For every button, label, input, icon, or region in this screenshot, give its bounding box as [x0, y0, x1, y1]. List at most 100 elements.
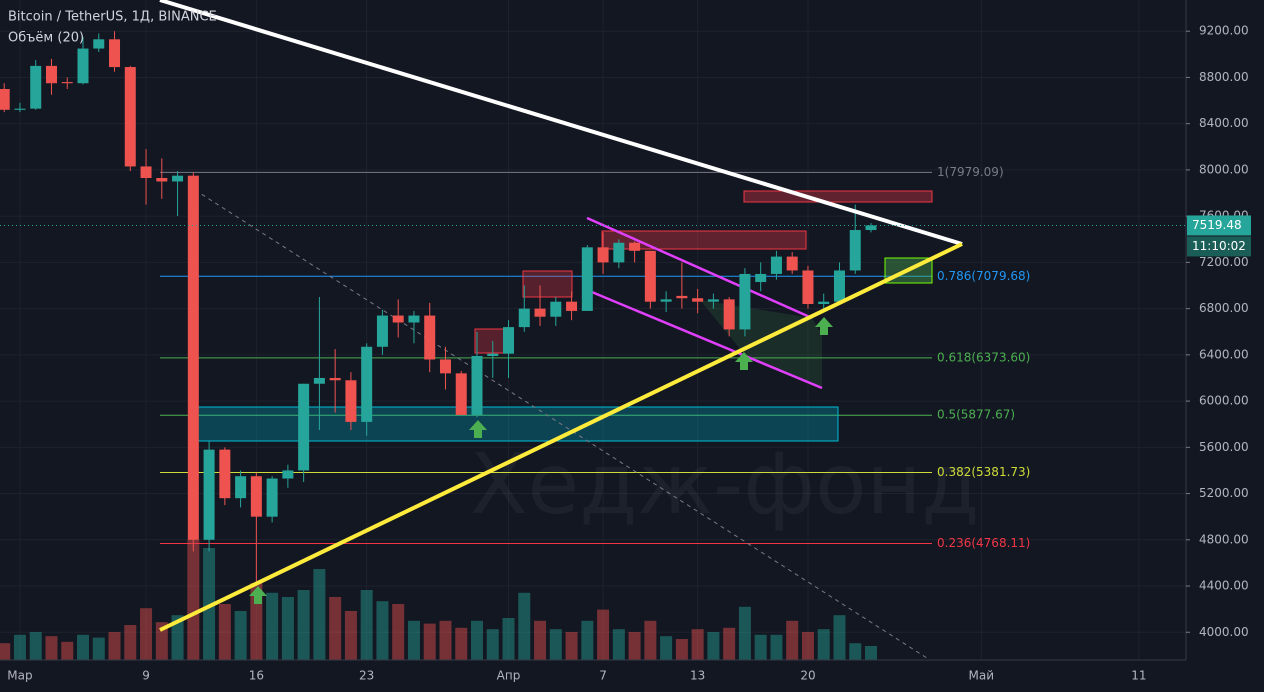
volume-bar	[171, 615, 184, 660]
x-tick-label: 7	[599, 669, 607, 683]
dashed-trendline	[194, 189, 931, 661]
y-tick-label: 4000.00	[1199, 625, 1249, 639]
volume-bar	[660, 636, 673, 660]
x-tick-label: 16	[249, 669, 264, 683]
volume-bar	[597, 609, 610, 660]
x-tick-label: 13	[690, 669, 705, 683]
volume-bar	[565, 632, 578, 660]
fib-label: 0.236(4768.11)	[937, 536, 1030, 550]
trendlines	[159, 0, 963, 632]
candle-body	[550, 301, 562, 317]
volume-bar	[801, 632, 814, 660]
time-axis	[0, 660, 1186, 692]
volume-bar	[329, 597, 342, 660]
candle-body	[692, 298, 704, 302]
candle-body	[376, 315, 388, 347]
volume-bar	[723, 627, 736, 660]
resistance-zone	[522, 270, 573, 298]
candle-body	[219, 449, 231, 499]
volume-bar	[360, 590, 373, 660]
y-tick-label: 8800.00	[1199, 70, 1249, 84]
y-tick-label: 6000.00	[1199, 394, 1249, 408]
fib-label: 0.618(6373.60)	[937, 350, 1030, 364]
candle-body	[298, 383, 310, 471]
watermark: Хедж-фонд	[470, 435, 980, 533]
volume-bar	[77, 634, 89, 660]
volume-bar	[187, 539, 200, 660]
candles	[0, 31, 877, 582]
candle-body	[313, 377, 325, 384]
channel-line	[586, 288, 823, 390]
volume-label: Объём (20)	[8, 31, 84, 46]
x-tick-label: Апр	[497, 669, 521, 683]
candle-body	[660, 299, 672, 302]
volume-bar	[770, 634, 783, 660]
x-tick-label: 20	[800, 669, 815, 683]
support-trendline	[159, 242, 963, 632]
volume-bar	[376, 601, 389, 660]
candle-body	[833, 270, 845, 302]
candle-body	[93, 39, 105, 49]
countdown-box	[1187, 236, 1251, 257]
fib-label: 0.382(5381.73)	[937, 465, 1030, 479]
candle-body	[424, 315, 436, 360]
y-tick-label: 5600.00	[1199, 440, 1249, 454]
x-tick-label: Май	[969, 669, 995, 683]
volume-bar	[203, 548, 216, 660]
volume-bar	[124, 625, 137, 660]
candle-body	[644, 250, 656, 302]
volume-bar	[817, 629, 830, 660]
candle-body	[534, 308, 546, 317]
volume-bar	[518, 592, 531, 660]
y-tick-label: 6800.00	[1199, 301, 1249, 315]
y-tick-label: 8000.00	[1199, 162, 1249, 176]
y-tick-label: 9200.00	[1199, 24, 1249, 38]
candle-body	[30, 65, 42, 109]
candle-body	[203, 449, 215, 540]
volume-bar	[691, 629, 704, 660]
candle-body	[140, 166, 152, 179]
fibonacci: 1(7979.09) 0.786(7079.68) 0.618(6373.60) 0.…	[160, 165, 1030, 550]
candle-body	[408, 315, 420, 323]
y-tick-label: 7200.00	[1199, 255, 1249, 269]
candle-body	[755, 273, 767, 283]
candle-body	[156, 178, 168, 182]
candle-body	[45, 65, 57, 84]
resistance-zone	[743, 190, 933, 203]
candle-body	[597, 247, 609, 263]
candle-body	[849, 230, 861, 271]
last-price-label: 7519.48	[1192, 218, 1242, 232]
price-axis	[1186, 0, 1264, 692]
volume-bar	[612, 629, 625, 660]
volume-bar	[786, 620, 799, 660]
volume-bar	[486, 629, 499, 660]
candle-body	[109, 39, 121, 68]
candle-body	[77, 48, 89, 84]
countdown-label: 11:10:02	[1192, 239, 1246, 253]
x-tick-label: Мар	[7, 669, 32, 683]
candle-body	[739, 273, 751, 330]
y-tick-label: 5200.00	[1199, 486, 1249, 500]
arrow-up	[815, 317, 833, 335]
volume-bar	[250, 583, 263, 660]
candle-body	[282, 470, 294, 479]
volume-bar	[407, 620, 420, 660]
volume-bar	[61, 641, 74, 660]
x-tick-label: 23	[359, 669, 374, 683]
candle-body	[392, 315, 404, 323]
candle-body	[266, 478, 278, 517]
fib-label: 0.5(5877.67)	[937, 408, 1015, 422]
volume-bar	[281, 597, 294, 660]
candle-body	[566, 301, 578, 311]
volume-bar	[13, 634, 26, 660]
candle-body	[14, 108, 26, 110]
volume-bar	[344, 611, 357, 660]
volume-bar	[865, 646, 877, 660]
volume-bar	[439, 620, 452, 660]
volume-bar	[45, 636, 58, 660]
candle-body	[503, 327, 515, 354]
fib-label: 1(7979.09)	[937, 165, 1004, 179]
candle-body	[250, 476, 262, 517]
candle-body	[329, 377, 341, 381]
